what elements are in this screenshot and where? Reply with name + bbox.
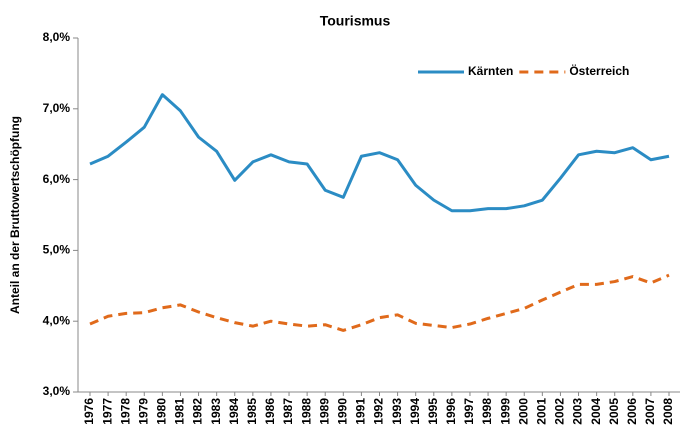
- x-tick-label: 2000: [516, 398, 530, 425]
- y-axis-label: Anteil an der Bruttowertschöpfung: [8, 116, 22, 314]
- x-tick-label: 1981: [173, 398, 187, 425]
- y-tick-label: 3,0%: [43, 384, 71, 398]
- x-tick-label: 1991: [354, 398, 368, 425]
- y-tick-label: 6,0%: [43, 172, 71, 186]
- x-tick-label: 1987: [281, 398, 295, 425]
- x-tick-label: 1983: [209, 398, 223, 425]
- x-tick-label: 1978: [118, 398, 132, 425]
- x-tick-label: 1992: [372, 398, 386, 425]
- x-tick-label: 1977: [100, 398, 114, 425]
- x-tick-label: 1986: [263, 398, 277, 425]
- x-tick-label: 1993: [390, 398, 404, 425]
- x-tick-label: 1994: [408, 398, 422, 425]
- x-tick-label: 1980: [155, 398, 169, 425]
- y-tick-label: 7,0%: [43, 101, 71, 115]
- legend-label: Kärnten: [468, 64, 513, 78]
- x-tick-label: 1990: [335, 398, 349, 425]
- line-series: [89, 93, 670, 213]
- x-tick-label: 1997: [462, 398, 476, 425]
- x-tick-label: 1985: [245, 398, 259, 425]
- x-tick-label: 2004: [589, 398, 603, 425]
- x-tick-label: 1999: [498, 398, 512, 425]
- x-tick-label: 1979: [136, 398, 150, 425]
- x-tick-label: 2001: [535, 398, 549, 425]
- x-tick-label: 1984: [227, 398, 241, 425]
- y-tick-label: 5,0%: [43, 243, 71, 257]
- legend-label: Österreich: [569, 63, 629, 78]
- x-tick-label: 1982: [191, 398, 205, 425]
- x-tick-label: 1976: [82, 398, 96, 425]
- y-tick-label: 8,0%: [43, 30, 71, 44]
- x-tick-label: 2005: [607, 398, 621, 425]
- y-tick-label: 4,0%: [43, 313, 71, 327]
- x-tick-label: 1995: [426, 398, 440, 425]
- line-series: [89, 273, 670, 332]
- x-tick-label: 1996: [444, 398, 458, 425]
- x-tick-label: 1988: [299, 398, 313, 425]
- x-tick-label: 2002: [553, 398, 567, 425]
- x-tick-label: 2007: [643, 398, 657, 425]
- x-tick-label: 2006: [625, 398, 639, 425]
- x-tick-label: 1989: [317, 398, 331, 425]
- x-tick-label: 1998: [480, 398, 494, 425]
- x-tick-label: 2003: [571, 398, 585, 425]
- x-tick-label: 2008: [661, 398, 675, 425]
- chart-title: Tourismus: [320, 13, 391, 29]
